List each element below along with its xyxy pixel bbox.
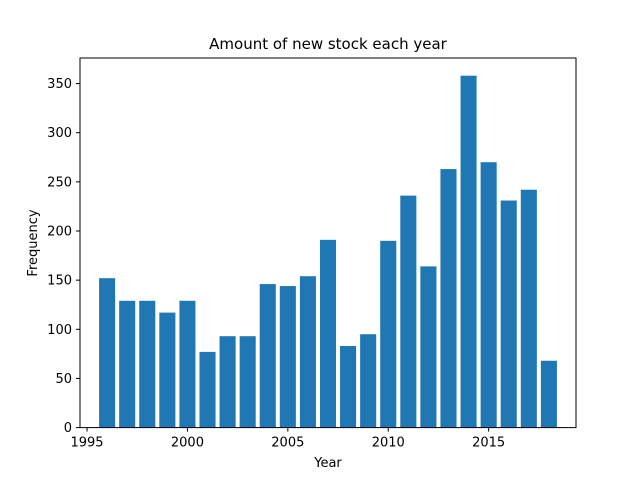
x-axis-label: Year bbox=[313, 456, 342, 471]
bar-2007 bbox=[319, 239, 337, 428]
bar-2010 bbox=[380, 240, 397, 428]
y-axis-ticks: 0 50 100 150 200 250 300 350 bbox=[47, 77, 80, 436]
bar-2018 bbox=[540, 360, 557, 428]
x-tick-label: 1995 bbox=[70, 436, 103, 451]
bar-2011 bbox=[400, 195, 417, 428]
bar-2002 bbox=[219, 336, 236, 428]
bar-2015 bbox=[480, 162, 497, 428]
bar-2005 bbox=[279, 286, 296, 428]
bar-2001 bbox=[199, 351, 216, 428]
x-axis-ticks: 1995 2000 2005 2010 2015 bbox=[70, 427, 505, 451]
bar-2004 bbox=[259, 284, 276, 428]
y-tick-label: 150 bbox=[47, 274, 72, 289]
bars-group bbox=[99, 75, 557, 428]
bar-2012 bbox=[420, 266, 437, 428]
bar-2009 bbox=[360, 334, 377, 428]
x-tick-label: 2005 bbox=[271, 436, 304, 451]
y-tick-label: 250 bbox=[47, 175, 72, 190]
y-tick-label: 50 bbox=[55, 372, 72, 387]
x-tick-label: 2015 bbox=[472, 436, 505, 451]
bar-1997 bbox=[119, 300, 136, 428]
bar-1996 bbox=[99, 278, 116, 428]
plot-frame bbox=[79, 57, 577, 429]
y-tick-label: 350 bbox=[47, 77, 72, 92]
chart-title: Amount of new stock each year bbox=[209, 35, 448, 53]
y-tick-label: 100 bbox=[47, 323, 72, 338]
x-tick-label: 2010 bbox=[372, 436, 405, 451]
bar-2017 bbox=[520, 189, 537, 428]
bar-1998 bbox=[139, 300, 156, 428]
bar-2013 bbox=[440, 169, 457, 428]
bar-2003 bbox=[239, 336, 256, 428]
bar-2008 bbox=[340, 346, 357, 428]
bar-2006 bbox=[299, 276, 316, 428]
y-tick-label: 300 bbox=[47, 126, 72, 141]
y-tick-label: 0 bbox=[64, 421, 72, 436]
x-tick-label: 2000 bbox=[171, 436, 204, 451]
bar-1999 bbox=[159, 312, 176, 428]
y-tick-label: 200 bbox=[47, 225, 72, 240]
y-axis-label: Frequency bbox=[26, 209, 41, 276]
bar-2000 bbox=[179, 300, 196, 428]
bar-2016 bbox=[500, 200, 517, 428]
bar-2014 bbox=[460, 75, 477, 428]
